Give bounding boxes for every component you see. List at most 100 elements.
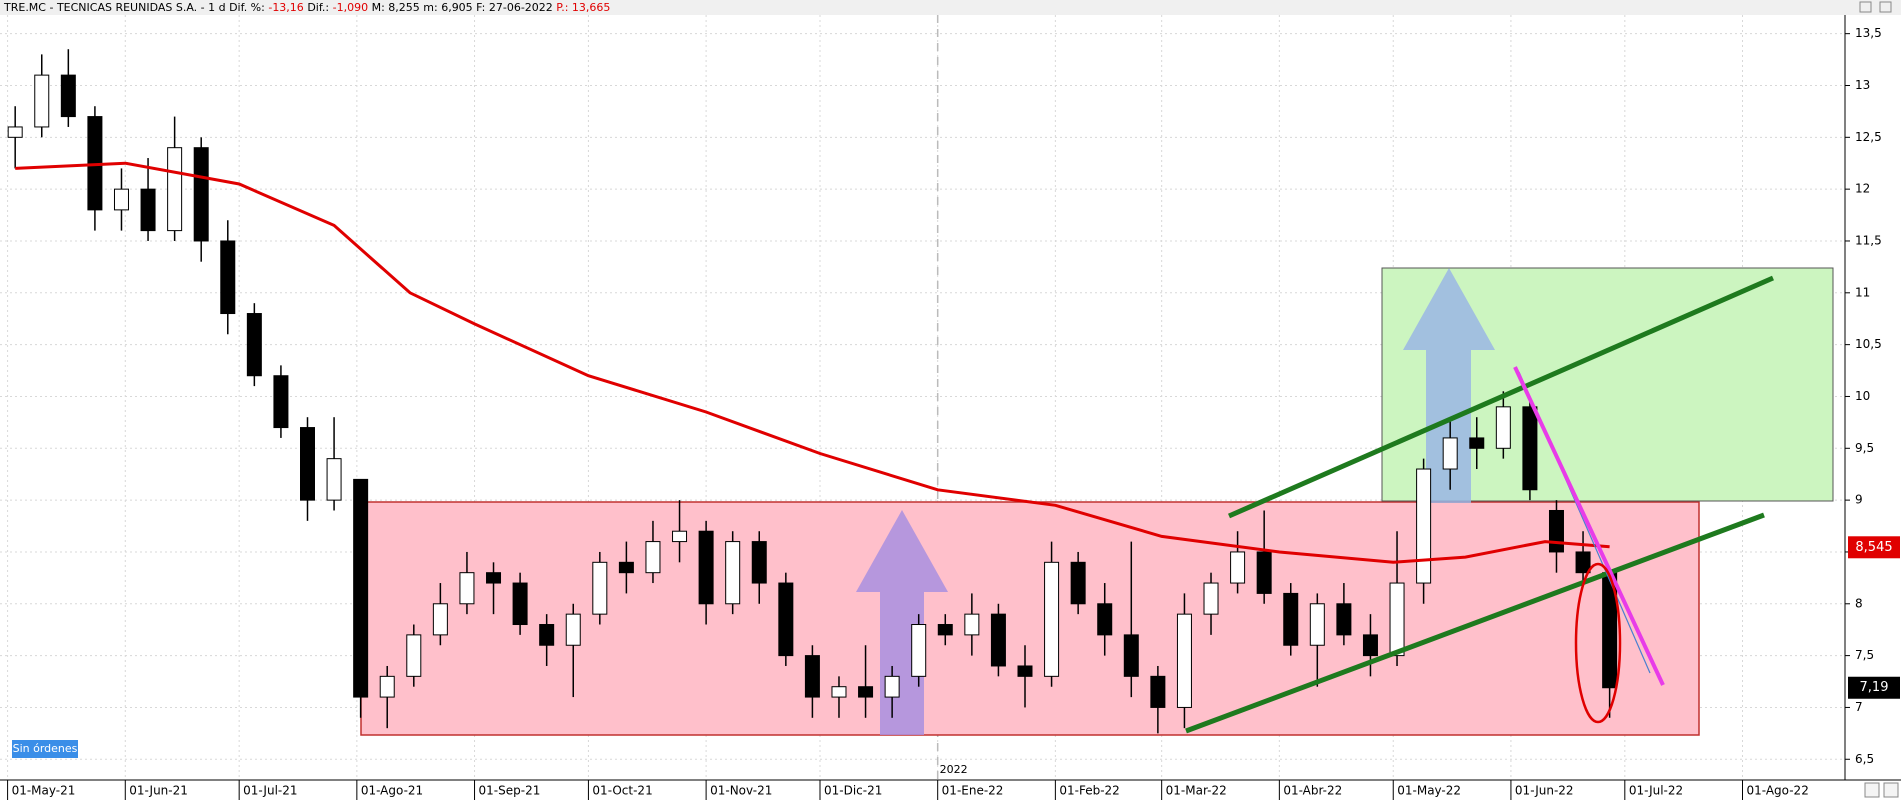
candle-body — [1336, 603, 1352, 636]
window-button[interactable] — [1879, 1, 1892, 13]
candle-body — [1230, 551, 1246, 584]
x-tick-label: 01-Abr-22 — [1283, 784, 1342, 798]
candle-body — [911, 624, 927, 677]
year-label: 2022 — [940, 763, 968, 776]
candle-body — [140, 188, 156, 232]
header-segment: Dif.: — [307, 1, 329, 14]
y-tick-label: 9 — [1855, 493, 1863, 507]
y-tick-label: 7 — [1855, 700, 1863, 714]
candle-body — [300, 427, 315, 501]
candle-body — [326, 458, 342, 501]
y-tick-label: 10 — [1855, 389, 1870, 403]
candle-body — [167, 147, 183, 232]
x-tick-label: 01-Ene-22 — [942, 784, 1004, 798]
axes: 6,577,588,599,51010,51111,51212,51313,50… — [7, 26, 1900, 800]
candle-body — [459, 572, 475, 605]
orders-label: Sin órdenes — [13, 742, 78, 755]
x-tick-label: 01-Oct-21 — [592, 784, 652, 798]
candle-body — [698, 530, 714, 605]
candle-body — [1309, 603, 1325, 646]
candle-body — [406, 634, 422, 677]
y-tick-label: 11 — [1855, 285, 1870, 299]
candle-body — [937, 624, 953, 636]
candle-body — [1283, 592, 1299, 646]
price-tag-label: 7,19 — [1860, 680, 1889, 695]
candle-body — [592, 561, 608, 615]
tool-button[interactable] — [1864, 782, 1880, 798]
candle-body — [1150, 675, 1166, 708]
candle-body — [512, 582, 528, 626]
candle-body — [60, 74, 76, 118]
y-tick-label: 8 — [1855, 596, 1863, 610]
x-tick-label: 01-Jun-21 — [129, 784, 188, 798]
candle-body — [725, 541, 741, 605]
orders-badge[interactable] — [12, 740, 78, 758]
candle-body — [34, 74, 50, 128]
header-segment: -1,090 — [333, 1, 368, 14]
candle-body — [1203, 582, 1219, 615]
arrow-up — [1403, 268, 1495, 503]
candle-body — [1176, 613, 1192, 708]
trend-line — [1185, 512, 1765, 734]
x-tick-label: 01-May-21 — [12, 784, 76, 798]
window-button[interactable] — [1859, 1, 1872, 13]
y-tick-label: 12,5 — [1855, 130, 1882, 144]
candle-body — [804, 655, 820, 698]
candle-body — [1469, 437, 1485, 449]
header: TRE.MC - TECNICAS REUNIDAS S.A. - 1 d Di… — [3, 1, 610, 14]
x-tick-label: 01-Feb-22 — [1059, 784, 1119, 798]
candle-body — [1044, 561, 1060, 677]
moving-average — [15, 161, 1610, 564]
x-tick-label: 01-Jul-22 — [1629, 784, 1683, 798]
y-tick-label: 13,5 — [1855, 26, 1882, 40]
tool-button[interactable] — [1883, 782, 1899, 798]
candle-body — [831, 686, 847, 698]
y-tick-label: 13 — [1855, 78, 1870, 92]
candle-body — [990, 613, 1006, 667]
y-tick-label: 11,5 — [1855, 233, 1882, 247]
candle-body — [1017, 665, 1033, 677]
candle-body — [1495, 406, 1511, 449]
candle-body — [486, 572, 502, 584]
candles — [7, 49, 1618, 734]
header-segment: M: 8,255 m: 6,905 F: 27-06-2022 — [372, 1, 553, 14]
candle-body — [1389, 582, 1405, 657]
range-box — [360, 501, 1700, 736]
candle-body — [672, 530, 688, 543]
arrow-up — [856, 510, 948, 735]
x-tick-label: 01-Dic-21 — [824, 784, 882, 798]
candle-body — [353, 478, 369, 698]
x-tick-label: 01-Sep-21 — [479, 784, 541, 798]
header-segment: P.: 13,665 — [556, 1, 610, 14]
x-tick-label: 01-Ago-21 — [361, 784, 423, 798]
candle-body — [193, 147, 209, 242]
candle-body — [884, 675, 900, 698]
header-bar — [0, 0, 1901, 15]
price-tag — [1848, 536, 1900, 559]
candle-body — [1070, 561, 1086, 605]
candle-body — [539, 624, 555, 646]
candle-body — [858, 686, 874, 698]
y-tick-label: 12 — [1855, 182, 1870, 196]
candle-body — [246, 313, 262, 377]
price-tag-label: 8,545 — [1855, 540, 1892, 555]
candle-body — [618, 561, 634, 574]
x-tick-label: 01-May-22 — [1397, 784, 1461, 798]
candle-body — [1416, 468, 1432, 584]
header-text: TRE.MC - TECNICAS REUNIDAS S.A. - 1 d Di… — [3, 1, 610, 14]
price-tag — [1848, 676, 1900, 699]
candle-body — [645, 541, 661, 574]
candle-body — [1097, 603, 1113, 636]
candle-body — [1522, 406, 1538, 491]
candle-body — [220, 240, 236, 315]
y-tick-label: 10,5 — [1855, 337, 1882, 351]
candle-body — [751, 541, 767, 584]
y-tick-label: 6,5 — [1855, 752, 1874, 766]
x-tick-label: 01-Ago-22 — [1747, 784, 1809, 798]
candle-body — [379, 675, 395, 698]
candle-body — [7, 126, 23, 138]
x-tick-label: 01-Mar-22 — [1166, 784, 1227, 798]
candle-body — [273, 375, 289, 429]
candle-body — [565, 613, 581, 646]
